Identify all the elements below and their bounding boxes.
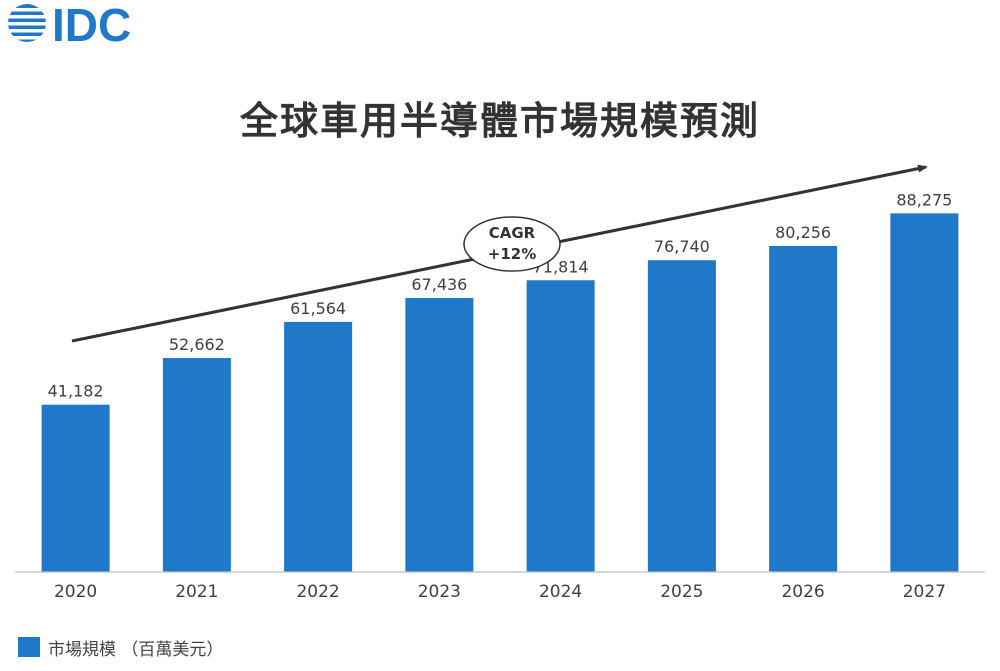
cagr-label: CAGR [489,224,536,242]
legend: 市場規模 （百萬美元） [18,634,223,660]
data-label-2021: 52,662 [169,335,225,354]
data-label-2022: 61,564 [290,299,346,318]
data-label-2025: 76,740 [654,237,710,256]
bar-2023 [405,298,474,572]
bar-2027 [890,213,959,572]
cagr-bubble [463,216,561,272]
bar-2020 [41,404,110,572]
bars-group: 41,182 2020 52,662 2021 61,564 2022 67,436 2023… [41,190,959,602]
x-tick-2024: 2024 [539,582,582,602]
bar-2025 [647,260,716,572]
x-tick-2021: 2021 [175,582,218,602]
x-tick-2020: 2020 [54,582,97,602]
data-label-2020: 41,182 [48,382,104,401]
bar-2021 [162,358,231,572]
x-tick-2027: 2027 [903,582,946,602]
x-tick-2025: 2025 [660,582,703,602]
x-tick-2023: 2023 [418,582,461,602]
idc-logo: IDC [6,2,131,46]
bar-2022 [284,321,353,572]
bar-2026 [769,245,838,572]
data-label-2023: 67,436 [411,275,467,294]
x-tick-2026: 2026 [781,582,824,602]
bar-2024 [526,280,595,572]
legend-swatch [18,637,40,657]
chart-title: 全球車用半導體市場規模預測 [239,99,760,143]
cagr-value: +12% [488,245,536,263]
logo-text: IDC [52,2,131,46]
data-label-2026: 80,256 [775,223,831,242]
data-label-2027: 88,275 [896,190,952,209]
legend-label: 市場規模 （百萬美元） [48,639,224,660]
trend-group: CAGR +12% [71,164,928,343]
x-tick-2022: 2022 [296,582,339,602]
